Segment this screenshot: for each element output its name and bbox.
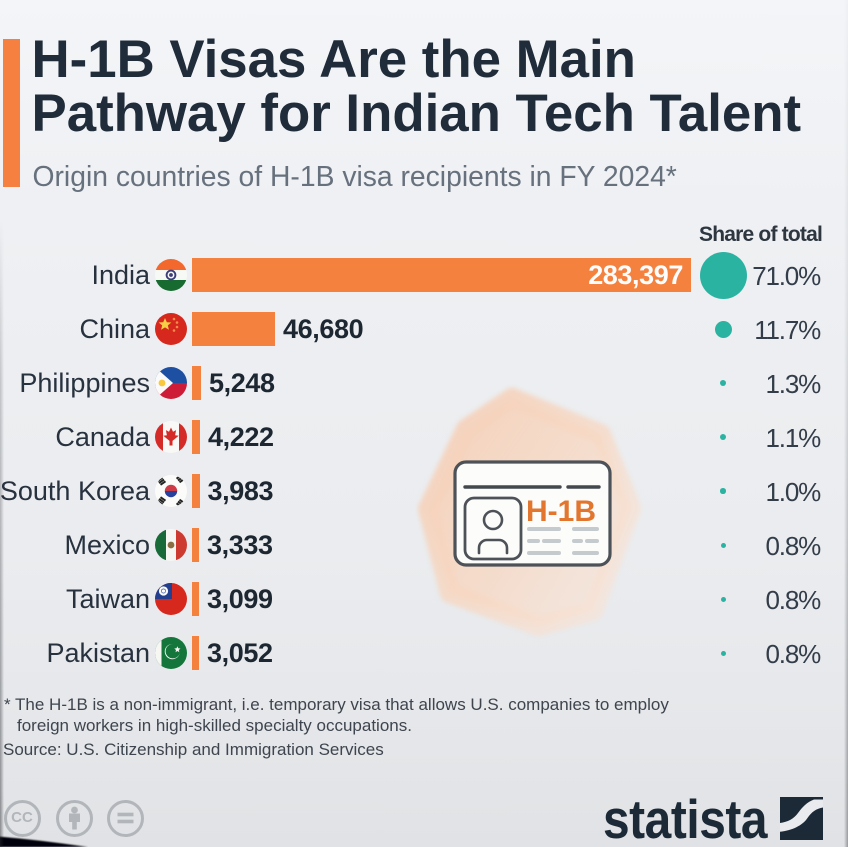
- svg-text:H-1B: H-1B: [526, 495, 596, 528]
